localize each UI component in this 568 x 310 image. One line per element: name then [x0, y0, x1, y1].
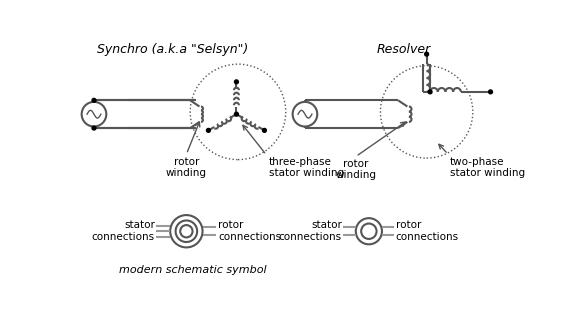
Circle shape — [207, 128, 210, 132]
Text: Resolver: Resolver — [377, 43, 431, 56]
Circle shape — [92, 126, 96, 130]
Text: stator
connections: stator connections — [91, 220, 155, 242]
Circle shape — [235, 80, 239, 84]
Circle shape — [425, 52, 428, 56]
Circle shape — [428, 90, 432, 94]
Circle shape — [92, 98, 96, 102]
Circle shape — [235, 112, 239, 116]
Text: two-phase
stator winding: two-phase stator winding — [450, 157, 525, 178]
Text: stator
connections: stator connections — [279, 220, 342, 242]
Text: modern schematic symbol: modern schematic symbol — [119, 265, 266, 275]
Circle shape — [488, 90, 492, 94]
Text: three-phase
stator winding: three-phase stator winding — [269, 157, 344, 178]
Text: rotor
winding: rotor winding — [335, 159, 376, 180]
Text: rotor
connections: rotor connections — [218, 220, 281, 242]
Text: rotor
winding: rotor winding — [166, 157, 207, 178]
Circle shape — [262, 128, 266, 132]
Text: rotor
connections: rotor connections — [396, 220, 459, 242]
Text: Synchro (a.k.a "Selsyn"): Synchro (a.k.a "Selsyn") — [97, 43, 248, 56]
